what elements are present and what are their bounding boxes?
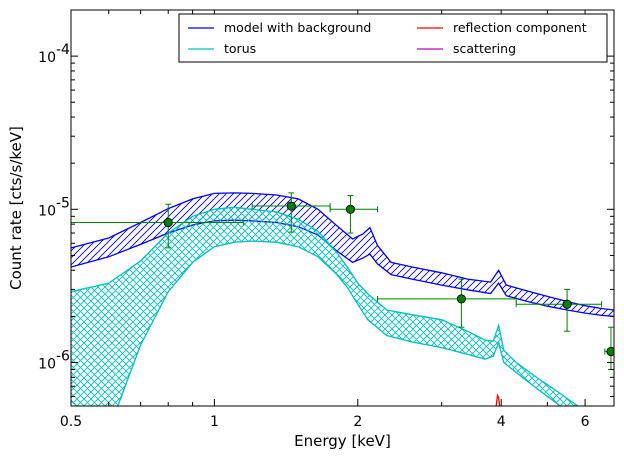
data-point-2 xyxy=(329,195,379,234)
plot-area xyxy=(71,10,614,406)
legend-label-reflection: reflection component xyxy=(453,20,587,35)
y-axis-label: Count rate [cts/s/keV] xyxy=(7,126,25,290)
data-point-0 xyxy=(71,203,244,249)
data-point-3 xyxy=(377,278,517,328)
legend-label-torus: torus xyxy=(224,41,256,56)
x-tick-label: 6 xyxy=(581,414,590,430)
x-tick-label: 1 xyxy=(210,414,219,430)
x-tick-label: 0.5 xyxy=(60,414,82,430)
legend: model with background torus reflection c… xyxy=(178,13,608,63)
x-tick-label: 2 xyxy=(353,414,362,430)
series-1-band xyxy=(71,207,578,406)
data-point-marker xyxy=(286,201,296,211)
x-axis-label: Energy [keV] xyxy=(294,432,391,450)
series-1-lower-line xyxy=(71,240,562,406)
data-point-marker xyxy=(345,204,356,214)
series-1-upper-line xyxy=(71,206,580,406)
series-0-upper-line xyxy=(71,192,614,311)
data-point-marker xyxy=(456,294,467,304)
legend-label-scattering: scattering xyxy=(453,41,516,56)
data-point-4 xyxy=(515,288,603,332)
y-tick-label: 10 xyxy=(38,356,56,372)
legend-box xyxy=(178,13,608,63)
data-point-marker xyxy=(562,299,572,309)
axis-ticks: 0.5 1 2 4 610-610-510-4 xyxy=(38,10,614,430)
data-points-layer xyxy=(71,192,614,371)
y-tick-label-exponent: -6 xyxy=(56,348,70,364)
x-tick-label: 4 xyxy=(497,414,506,430)
y-tick-label-exponent: -4 xyxy=(56,42,70,58)
data-point-marker xyxy=(163,217,173,228)
y-tick-label: 10 xyxy=(38,50,56,66)
y-tick-label-exponent: -5 xyxy=(56,195,70,211)
legend-label-model: model with background xyxy=(224,20,371,35)
y-tick-label: 10 xyxy=(38,203,56,219)
data-point-marker xyxy=(606,346,614,357)
plot-frame xyxy=(70,9,615,407)
